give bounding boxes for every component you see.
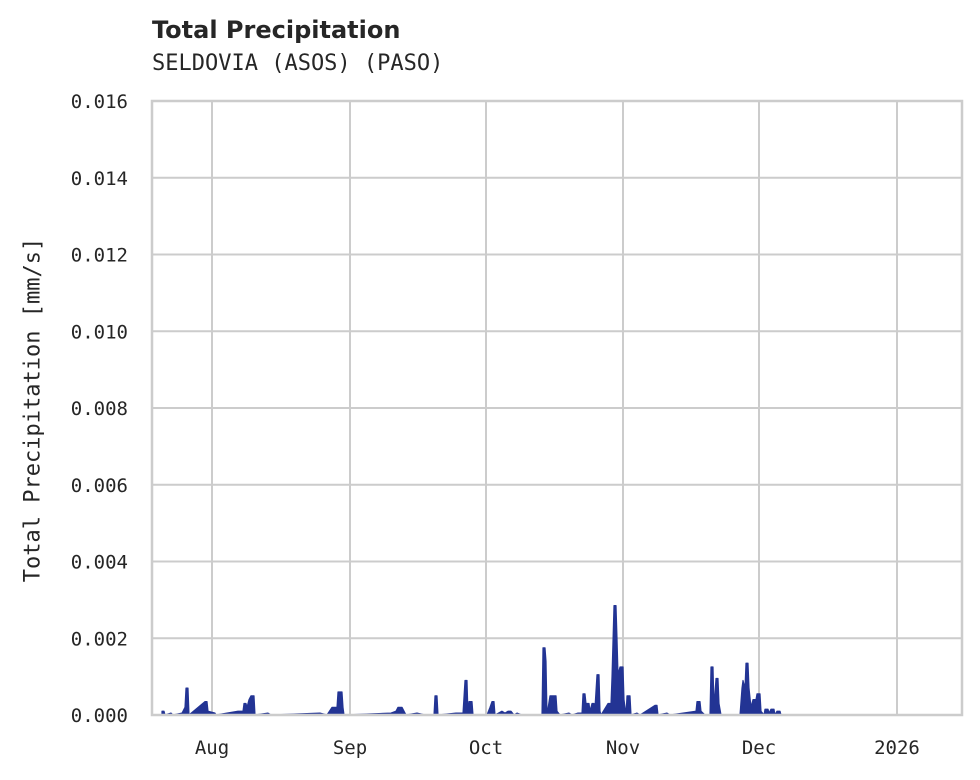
x-tick-label: Dec xyxy=(742,737,776,759)
y-tick-label: 0.014 xyxy=(71,168,128,190)
x-tick-label: 2026 xyxy=(874,737,920,759)
x-tick-label: Aug xyxy=(195,737,229,759)
plot-frame xyxy=(150,99,964,717)
y-tick-label: 0.002 xyxy=(71,628,128,650)
x-tick-label: Oct xyxy=(469,737,503,759)
y-tick-label: 0.010 xyxy=(71,321,128,343)
gridlines xyxy=(152,100,962,716)
y-tick-label: 0.004 xyxy=(71,552,128,574)
y-tick-label: 0.016 xyxy=(71,91,128,113)
precipitation-area xyxy=(161,605,782,716)
x-tick-label: Sep xyxy=(333,737,367,759)
y-tick-label: 0.000 xyxy=(71,705,128,727)
chart-subtitle: SELDOVIA (ASOS) (PASO) xyxy=(152,51,444,76)
y-axis-ticks: 0.000 0.002 0.004 0.006 0.008 0.010 0.012 0.014… xyxy=(71,91,128,727)
x-tick-label: Nov xyxy=(606,737,640,759)
precipitation-series xyxy=(161,605,782,716)
x-axis-ticks: Aug Sep Oct Nov Dec 2026 xyxy=(195,737,920,759)
y-tick-label: 0.008 xyxy=(71,398,128,420)
y-tick-label: 0.012 xyxy=(71,245,128,267)
y-tick-label: 0.006 xyxy=(71,475,128,497)
chart-title: Total Precipitation xyxy=(152,16,401,44)
